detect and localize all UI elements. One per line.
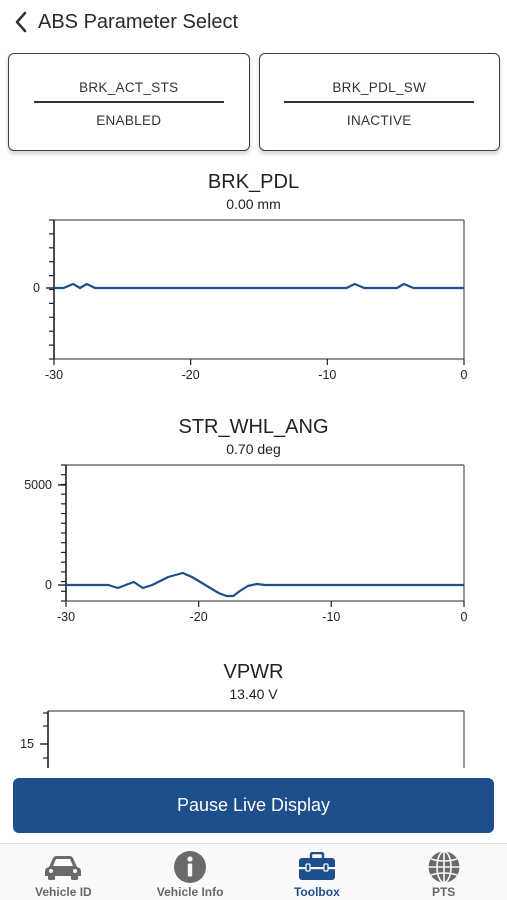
divider xyxy=(33,101,224,103)
brk-pdl-chart: -30 -20 -10 0 0 xyxy=(33,219,468,382)
back-chevron-icon[interactable] xyxy=(10,8,32,36)
status-card-brk-pdl-sw[interactable]: BRK_PDL_SW INACTIVE xyxy=(258,53,500,151)
vpwr-chart: 15 xyxy=(20,710,465,768)
car-icon xyxy=(42,850,84,884)
graph-value: 13.40 V xyxy=(229,686,278,702)
toolbox-icon xyxy=(296,850,338,884)
x-tick-label: -10 xyxy=(318,368,336,382)
str-whl-ang-chart: -30 -20 -10 0 5000 0 xyxy=(24,464,468,624)
series-line xyxy=(66,571,464,598)
x-tick-label: -30 xyxy=(45,368,63,382)
status-cards: BRK_ACT_STS ENABLED BRK_PDL_SW INACTIVE xyxy=(8,53,500,151)
graph-title: BRK_PDL xyxy=(207,171,300,193)
header: ABS Parameter Select xyxy=(0,0,507,44)
tab-vehicle-id[interactable]: Vehicle ID xyxy=(0,844,127,900)
status-value: INACTIVE xyxy=(346,112,412,128)
tab-pts[interactable]: PTS xyxy=(380,844,507,900)
x-tick-label: 0 xyxy=(461,610,468,624)
x-tick-label: -20 xyxy=(190,610,208,624)
globe-icon xyxy=(423,850,465,884)
series-line xyxy=(54,282,464,290)
tab-label: Vehicle ID xyxy=(35,885,92,899)
x-tick-label: -10 xyxy=(322,610,340,624)
page-title: ABS Parameter Select xyxy=(38,10,239,33)
x-tick-label: -20 xyxy=(182,368,200,382)
pause-live-display-button[interactable]: Pause Live Display xyxy=(13,778,494,833)
tab-label: PTS xyxy=(431,885,456,899)
graph-value: 0.70 deg xyxy=(226,441,281,457)
y-tick-label: 0 xyxy=(45,578,52,592)
tab-toolbox[interactable]: Toolbox xyxy=(254,844,381,900)
x-tick-label: -30 xyxy=(57,610,75,624)
status-name: BRK_ACT_STS xyxy=(79,80,179,95)
graph-title: STR_WHL_ANG xyxy=(178,416,329,438)
y-tick-label: 15 xyxy=(20,737,34,751)
x-tick-label: 0 xyxy=(461,368,468,382)
tab-label: Vehicle Info xyxy=(156,885,224,899)
y-tick-label: 0 xyxy=(33,281,40,295)
graph-title: VPWR xyxy=(223,661,284,683)
divider xyxy=(284,101,475,103)
tab-label: Toolbox xyxy=(293,885,340,899)
status-card-brk-act-sts[interactable]: BRK_ACT_STS ENABLED xyxy=(8,53,250,151)
tab-bar: Vehicle ID Vehicle Info Toolbox xyxy=(0,843,507,900)
status-name: BRK_PDL_SW xyxy=(332,80,427,95)
tab-vehicle-info[interactable]: Vehicle Info xyxy=(127,844,254,900)
status-value: ENABLED xyxy=(96,112,162,128)
graph-value: 0.00 mm xyxy=(226,196,281,212)
info-icon xyxy=(169,850,211,884)
y-tick-label: 5000 xyxy=(24,478,52,492)
